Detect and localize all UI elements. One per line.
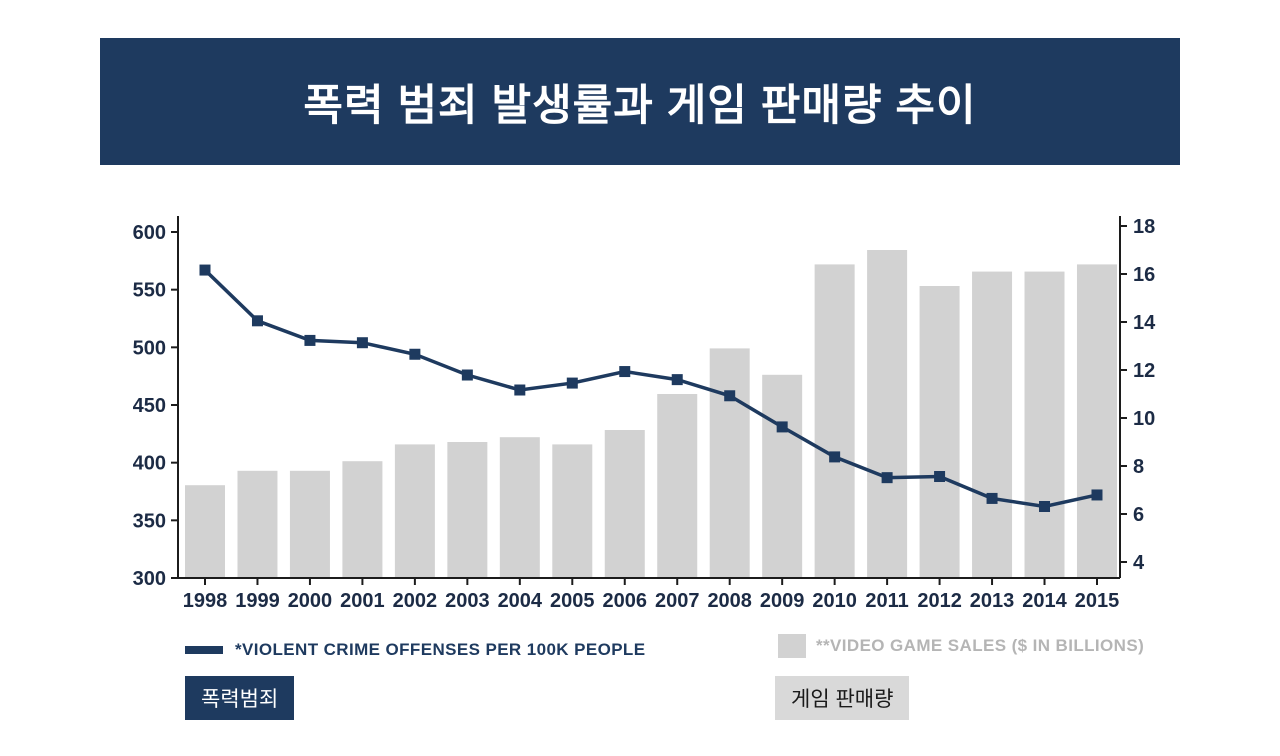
svg-text:2005: 2005 bbox=[550, 590, 595, 612]
svg-text:14: 14 bbox=[1133, 312, 1156, 334]
svg-text:2003: 2003 bbox=[445, 590, 490, 612]
svg-text:400: 400 bbox=[133, 453, 166, 475]
svg-text:2002: 2002 bbox=[393, 590, 438, 612]
legend-crime-label: *VIOLENT CRIME OFFENSES PER 100K PEOPLE bbox=[235, 640, 646, 659]
svg-text:500: 500 bbox=[133, 337, 166, 359]
sales-bar-swatch-icon bbox=[778, 634, 806, 658]
bar-series bbox=[185, 250, 1117, 578]
svg-text:2014: 2014 bbox=[1022, 590, 1067, 612]
chart-area: 600 550 500 450 400 350 300 18 16 14 12 10 8 6 4 1998 19… bbox=[133, 210, 1173, 650]
svg-text:2008: 2008 bbox=[707, 590, 752, 612]
svg-text:2010: 2010 bbox=[812, 590, 857, 612]
axis-labels: 600 550 500 450 400 350 300 18 16 14 12 10 8 6 4 1998 19… bbox=[133, 216, 1156, 612]
svg-text:10: 10 bbox=[1133, 408, 1155, 430]
svg-text:2009: 2009 bbox=[760, 590, 805, 612]
svg-text:4: 4 bbox=[1133, 552, 1145, 574]
svg-text:12: 12 bbox=[1133, 360, 1155, 382]
svg-text:2011: 2011 bbox=[865, 590, 908, 612]
line-series bbox=[203, 268, 1098, 509]
sales-tag: 게임 판매량 bbox=[775, 676, 910, 720]
svg-text:2015: 2015 bbox=[1075, 590, 1120, 612]
svg-text:6: 6 bbox=[1133, 504, 1144, 526]
svg-text:2013: 2013 bbox=[970, 590, 1015, 612]
svg-text:2012: 2012 bbox=[917, 590, 962, 612]
crime-line-swatch-icon bbox=[185, 646, 223, 654]
svg-text:2004: 2004 bbox=[498, 590, 543, 612]
crime-tag: 폭력범죄 bbox=[185, 676, 295, 720]
svg-text:8: 8 bbox=[1133, 456, 1144, 478]
svg-text:600: 600 bbox=[133, 222, 166, 244]
svg-text:450: 450 bbox=[133, 395, 166, 417]
svg-text:1998: 1998 bbox=[183, 590, 228, 612]
svg-text:2006: 2006 bbox=[603, 590, 648, 612]
svg-text:550: 550 bbox=[133, 280, 166, 302]
legend-item-crime: *VIOLENT CRIME OFFENSES PER 100K PEOPLE bbox=[185, 640, 645, 660]
svg-text:1999: 1999 bbox=[235, 590, 280, 612]
crime-sales-chart: 600 550 500 450 400 350 300 18 16 14 12 10 8 6 4 1998 19… bbox=[133, 216, 1156, 612]
svg-text:2000: 2000 bbox=[288, 590, 333, 612]
page-title: 폭력 범죄 발생률과 게임 판매량 추이 bbox=[303, 81, 977, 130]
svg-text:300: 300 bbox=[133, 568, 166, 590]
legend-item-sales: **VIDEO GAME SALES ($ IN BILLIONS) bbox=[778, 634, 1144, 658]
svg-text:18: 18 bbox=[1133, 216, 1155, 238]
axes bbox=[171, 216, 1127, 585]
svg-text:16: 16 bbox=[1133, 264, 1155, 286]
title-banner: 폭력 범죄 발생률과 게임 판매량 추이 bbox=[100, 38, 1180, 165]
svg-text:2007: 2007 bbox=[655, 590, 700, 612]
line-markers bbox=[199, 264, 1103, 512]
legend-sales-label: **VIDEO GAME SALES ($ IN BILLIONS) bbox=[816, 636, 1145, 655]
svg-text:2001: 2001 bbox=[340, 590, 385, 612]
svg-text:350: 350 bbox=[133, 510, 166, 532]
